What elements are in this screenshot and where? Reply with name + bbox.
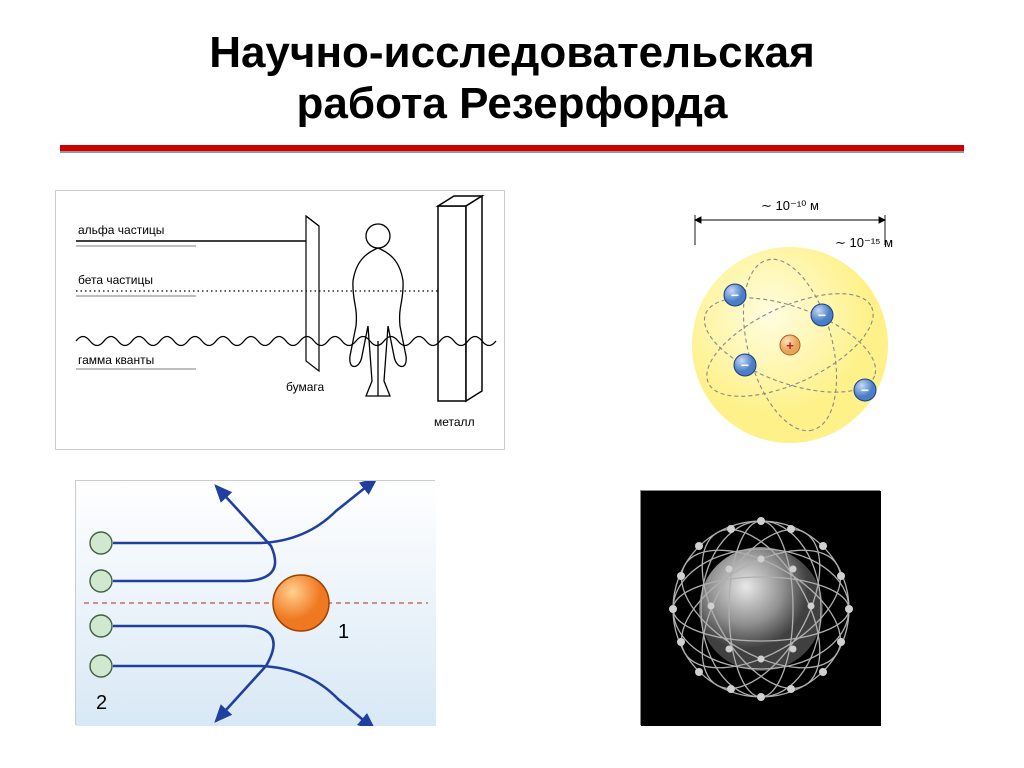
radiation-penetration-diagram: альфа частицы бета частицы гамма кванты …	[55, 190, 505, 450]
inner-dim-label: ∼ 10⁻¹⁵ м	[835, 235, 893, 250]
gamma-ray	[76, 337, 496, 346]
slide: Научно-исследовательская работа Резерфор…	[0, 0, 1024, 768]
scattering-svg: 1 2	[76, 481, 436, 726]
scatter-label-2: 2	[96, 692, 107, 714]
outer-dim-label: ∼ 10⁻¹⁰ м	[761, 198, 819, 213]
paper-label: бумага	[286, 380, 325, 394]
title-line-2: работа Резерфорда	[0, 79, 1024, 130]
title-line-1: Научно-исследовательская	[0, 28, 1024, 79]
radiation-svg: альфа частицы бета частицы гамма кванты …	[56, 191, 506, 451]
beta-label: бета частицы	[78, 273, 153, 287]
svg-text:−: −	[818, 307, 826, 323]
svg-text:−: −	[741, 357, 749, 373]
scatter-label-1: 1	[338, 621, 349, 643]
alpha-label: альфа частицы	[78, 223, 164, 237]
svg-text:−: −	[731, 287, 739, 303]
svg-text:−: −	[861, 382, 869, 398]
inner-sphere	[699, 547, 823, 671]
title-rule-shadow	[60, 151, 964, 153]
gamma-label: гамма кванты	[78, 353, 154, 367]
fullerene-diagram	[640, 490, 880, 725]
scattering-nucleus	[273, 575, 329, 631]
atom-svg: ∼ 10⁻¹⁰ м ∼ 10⁻¹⁵ м	[640, 175, 940, 465]
human-silhouette-icon	[350, 224, 406, 396]
slide-title: Научно-исследовательская работа Резерфор…	[0, 0, 1024, 129]
fullerene-svg	[641, 491, 881, 726]
atom-model-diagram: ∼ 10⁻¹⁰ м ∼ 10⁻¹⁵ м	[640, 175, 940, 465]
metal-block-icon	[438, 196, 482, 401]
scattering-diagram: 1 2	[75, 480, 435, 725]
content-grid: альфа частицы бета частицы гамма кванты …	[0, 180, 1024, 750]
paper-sheet-icon	[306, 216, 319, 371]
nucleus-sign: +	[786, 338, 794, 353]
metal-label: металл	[434, 415, 475, 429]
